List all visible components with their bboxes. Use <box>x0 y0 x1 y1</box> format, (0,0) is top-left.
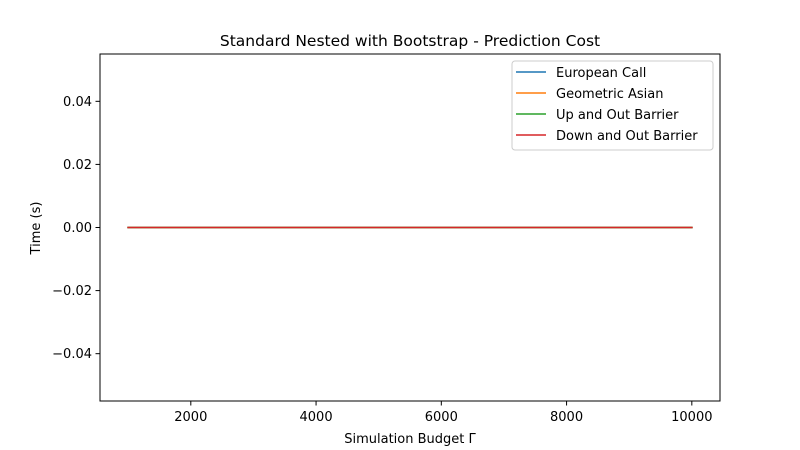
legend-label-4: Down and Out Barrier <box>556 129 698 144</box>
y-tick-label: 0.04 <box>63 95 92 110</box>
x-tick-label: 4000 <box>300 410 333 425</box>
chart-title: Standard Nested with Bootstrap - Predict… <box>220 32 600 50</box>
legend-label-1: European Call <box>556 66 646 81</box>
legend: European Call Geometric Asian Up and Out B… <box>511 60 714 151</box>
y-tick-label: 0.00 <box>63 221 92 236</box>
x-tick-label: 2000 <box>174 410 207 425</box>
plot-area: 2000 4000 6000 8000 10000 0.04 0.02 0.00 −0.02 −0… <box>52 53 721 425</box>
legend-box <box>511 60 714 151</box>
x-tick-label: 10000 <box>671 410 712 425</box>
y-axis-label: Time (s) <box>29 202 44 256</box>
x-tick-label: 6000 <box>425 410 458 425</box>
x-tick-label: 8000 <box>550 410 583 425</box>
y-tick-label: 0.02 <box>63 158 92 173</box>
legend-label-2: Geometric Asian <box>556 87 664 102</box>
y-tick-label: −0.02 <box>52 284 92 299</box>
y-tick-label: −0.04 <box>52 347 92 362</box>
legend-label-3: Up and Out Barrier <box>556 108 679 123</box>
x-axis-label: Simulation Budget Γ <box>344 432 476 447</box>
